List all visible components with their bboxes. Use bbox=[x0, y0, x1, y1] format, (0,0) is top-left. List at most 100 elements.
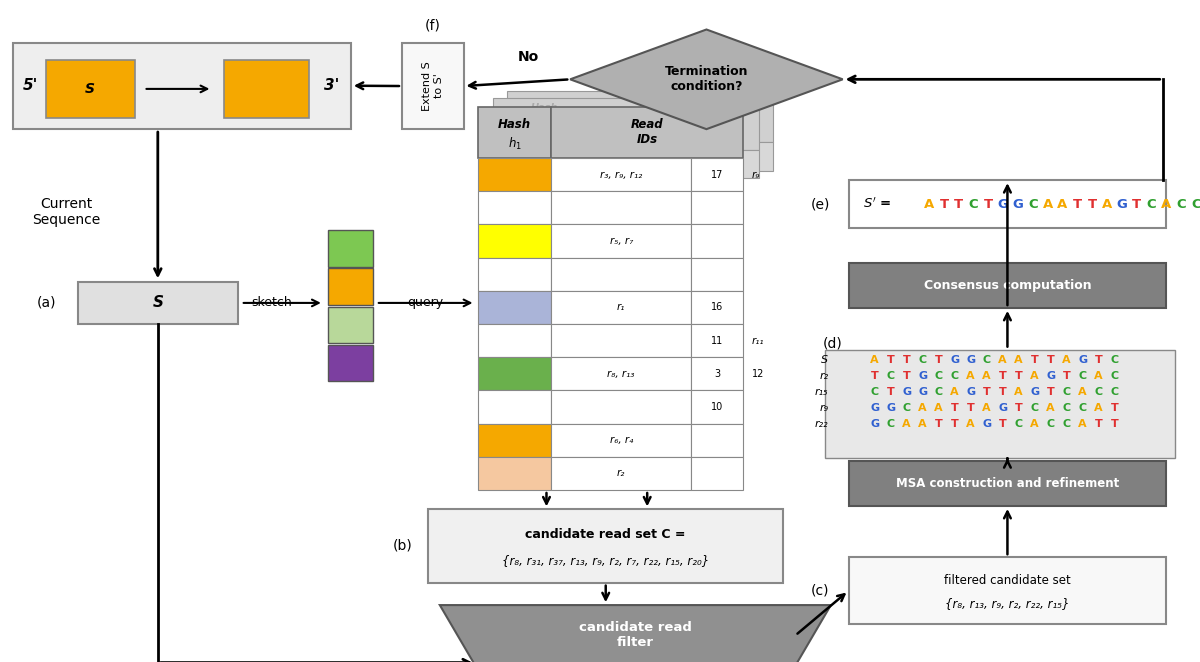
Text: A: A bbox=[1162, 198, 1171, 211]
Text: G: G bbox=[902, 387, 911, 397]
Text: r₉: r₉ bbox=[751, 169, 760, 179]
Text: A: A bbox=[1094, 403, 1103, 413]
Text: C: C bbox=[919, 355, 926, 365]
Text: Read
IDs: Read IDs bbox=[631, 118, 664, 146]
Text: G: G bbox=[966, 387, 976, 397]
FancyBboxPatch shape bbox=[78, 283, 239, 324]
Text: A: A bbox=[1057, 198, 1068, 211]
Text: {r₈, r₁₃, r₉, r₂, r₂₂, r₁₅}: {r₈, r₁₃, r₉, r₂, r₂₂, r₁₅} bbox=[946, 597, 1069, 610]
Text: (c): (c) bbox=[811, 584, 829, 598]
Text: 12: 12 bbox=[751, 369, 764, 379]
Text: T: T bbox=[954, 198, 964, 211]
Text: C: C bbox=[1176, 198, 1186, 211]
Text: S: S bbox=[821, 355, 828, 365]
Text: G: G bbox=[1078, 355, 1087, 365]
Text: r₁: r₁ bbox=[617, 303, 625, 312]
FancyBboxPatch shape bbox=[478, 324, 551, 357]
Text: Hash: Hash bbox=[498, 118, 532, 130]
Text: C: C bbox=[1094, 387, 1103, 397]
FancyBboxPatch shape bbox=[824, 350, 1175, 458]
Text: T: T bbox=[1111, 403, 1118, 413]
Text: r₁₁: r₁₁ bbox=[751, 336, 764, 346]
FancyBboxPatch shape bbox=[508, 142, 773, 171]
FancyBboxPatch shape bbox=[508, 91, 773, 142]
Text: T: T bbox=[935, 419, 942, 429]
Text: r₈, r₁₃: r₈, r₁₃ bbox=[607, 369, 635, 379]
FancyBboxPatch shape bbox=[691, 191, 743, 224]
Text: G: G bbox=[966, 355, 976, 365]
FancyBboxPatch shape bbox=[551, 158, 691, 191]
Text: r₂₂: r₂₂ bbox=[815, 419, 828, 429]
FancyBboxPatch shape bbox=[848, 461, 1166, 506]
Text: G: G bbox=[950, 355, 959, 365]
Text: {r₈, r₃₁, r₃₇, r₁₃, r₉, r₂, r₇, r₂₂, r₁₅, r₂₀}: {r₈, r₃₁, r₃₇, r₁₃, r₉, r₂, r₇, r₂₂, r₁₅… bbox=[502, 554, 709, 567]
FancyBboxPatch shape bbox=[551, 357, 691, 391]
FancyBboxPatch shape bbox=[551, 258, 691, 291]
Text: Hash: Hash bbox=[530, 103, 558, 113]
Text: T: T bbox=[1111, 419, 1118, 429]
FancyBboxPatch shape bbox=[478, 224, 551, 258]
FancyBboxPatch shape bbox=[478, 191, 551, 224]
Text: (d): (d) bbox=[822, 336, 842, 350]
Text: 10: 10 bbox=[710, 402, 724, 412]
Text: G: G bbox=[1013, 198, 1024, 211]
Text: T: T bbox=[1073, 198, 1082, 211]
FancyBboxPatch shape bbox=[691, 258, 743, 291]
Text: T: T bbox=[1046, 355, 1055, 365]
FancyBboxPatch shape bbox=[478, 357, 551, 391]
FancyBboxPatch shape bbox=[691, 291, 743, 324]
Text: (a): (a) bbox=[37, 296, 56, 310]
Text: A: A bbox=[935, 403, 943, 413]
Text: C: C bbox=[1111, 355, 1118, 365]
FancyBboxPatch shape bbox=[478, 258, 551, 291]
Text: Hash: Hash bbox=[516, 111, 544, 120]
Text: C: C bbox=[968, 198, 978, 211]
Text: 11: 11 bbox=[710, 336, 724, 346]
Text: T: T bbox=[984, 198, 994, 211]
Text: Read: Read bbox=[649, 119, 677, 129]
Text: C: C bbox=[1079, 371, 1087, 381]
Text: C: C bbox=[902, 403, 911, 413]
Text: C: C bbox=[1063, 403, 1070, 413]
Text: A: A bbox=[998, 355, 1007, 365]
Text: T: T bbox=[1087, 198, 1097, 211]
FancyBboxPatch shape bbox=[551, 291, 691, 324]
Text: (f): (f) bbox=[425, 18, 440, 32]
Text: C: C bbox=[983, 355, 991, 365]
Text: T: T bbox=[1094, 355, 1103, 365]
Text: G: G bbox=[998, 403, 1007, 413]
Text: A: A bbox=[1043, 198, 1052, 211]
Text: A: A bbox=[918, 419, 928, 429]
Text: No: No bbox=[518, 50, 539, 64]
Text: A: A bbox=[1046, 403, 1055, 413]
Text: A: A bbox=[966, 371, 976, 381]
FancyBboxPatch shape bbox=[551, 191, 691, 224]
Text: T: T bbox=[1046, 387, 1055, 397]
FancyBboxPatch shape bbox=[478, 107, 551, 158]
Text: T: T bbox=[1094, 419, 1103, 429]
FancyBboxPatch shape bbox=[478, 424, 551, 457]
Text: A: A bbox=[983, 403, 991, 413]
Text: G: G bbox=[1030, 387, 1039, 397]
FancyBboxPatch shape bbox=[329, 345, 373, 381]
Text: S: S bbox=[152, 295, 163, 310]
FancyBboxPatch shape bbox=[848, 263, 1166, 308]
Text: C: C bbox=[1192, 198, 1200, 211]
Text: C: C bbox=[935, 387, 943, 397]
Text: T: T bbox=[871, 371, 878, 381]
Text: filtered candidate set: filtered candidate set bbox=[944, 575, 1070, 587]
Text: C: C bbox=[887, 371, 895, 381]
Text: C: C bbox=[1063, 387, 1070, 397]
FancyBboxPatch shape bbox=[691, 224, 743, 258]
Text: A: A bbox=[1079, 419, 1087, 429]
Text: T: T bbox=[998, 419, 1007, 429]
Text: (e): (e) bbox=[811, 197, 830, 211]
Text: T: T bbox=[1031, 355, 1038, 365]
Text: G: G bbox=[1116, 198, 1127, 211]
Text: C: C bbox=[1111, 371, 1118, 381]
FancyBboxPatch shape bbox=[329, 268, 373, 305]
Text: G: G bbox=[886, 403, 895, 413]
Text: C: C bbox=[1146, 198, 1157, 211]
Text: MSA construction and refinement: MSA construction and refinement bbox=[896, 477, 1120, 490]
Text: C: C bbox=[1063, 419, 1070, 429]
